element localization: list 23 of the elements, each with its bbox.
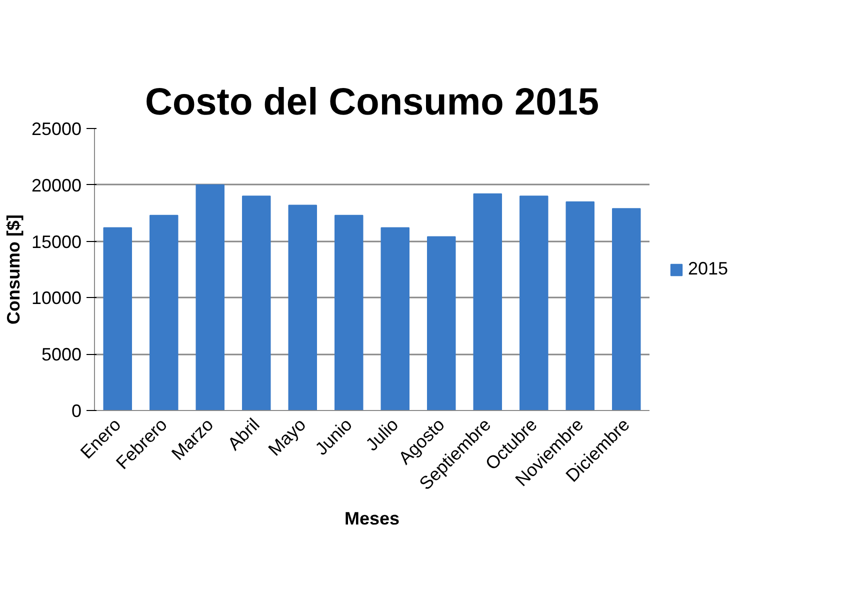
chart-title: Costo del Consumo 2015 bbox=[145, 82, 599, 124]
bar bbox=[288, 204, 317, 410]
legend-label: 2015 bbox=[688, 258, 728, 280]
bar bbox=[334, 214, 364, 410]
bar bbox=[103, 227, 132, 410]
bar bbox=[380, 227, 410, 410]
y-tick-label: 5000 bbox=[41, 344, 82, 365]
bar bbox=[427, 236, 456, 410]
y-axis-title: Consumo [$] bbox=[3, 214, 24, 324]
bar bbox=[612, 208, 641, 410]
y-tick-label: 0 bbox=[71, 401, 82, 421]
bar bbox=[520, 196, 548, 410]
bar bbox=[196, 184, 224, 410]
y-tick-label: 20000 bbox=[31, 175, 82, 196]
x-axis-title: Meses bbox=[344, 508, 400, 529]
y-tick-label: 25000 bbox=[31, 119, 82, 139]
bar bbox=[150, 214, 178, 410]
y-tick-label: 15000 bbox=[31, 232, 82, 252]
bar bbox=[242, 196, 271, 410]
y-tick-label: 10000 bbox=[31, 288, 82, 308]
bar bbox=[473, 193, 502, 410]
x-tick-label: Julio bbox=[362, 414, 402, 455]
bar bbox=[566, 201, 594, 410]
